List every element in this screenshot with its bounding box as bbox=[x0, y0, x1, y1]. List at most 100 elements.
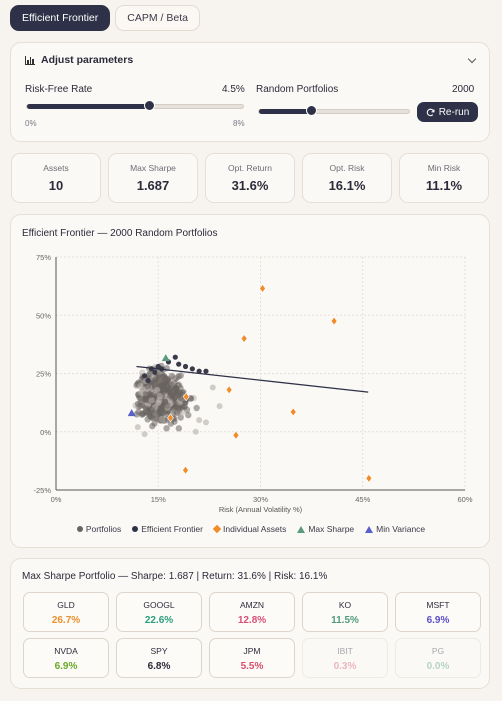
random-portfolios-slider-fill bbox=[259, 109, 313, 114]
weight-percent: 12.8% bbox=[237, 615, 267, 626]
efficient-frontier-chart-card: Efficient Frontier — 2000 Random Portfol… bbox=[10, 214, 490, 548]
legend-efficient-frontier[interactable]: Efficient Frontier bbox=[132, 524, 203, 534]
chevron-down-icon[interactable] bbox=[467, 54, 477, 64]
portfolio-point bbox=[156, 409, 163, 417]
weight-ticker: MSFT bbox=[426, 600, 450, 610]
portfolio-point bbox=[151, 378, 158, 385]
asset-point bbox=[232, 430, 240, 440]
legend-label: Max Sharpe bbox=[308, 524, 355, 534]
portfolio-point bbox=[142, 373, 148, 379]
portfolio-point bbox=[192, 428, 199, 435]
weight-card-jpm: JPM 5.5% bbox=[209, 638, 295, 678]
portfolio-point bbox=[193, 404, 200, 412]
random-portfolios-label: Random Portfolios bbox=[256, 84, 339, 95]
chart-legend: Portfolios Efficient Frontier Individual… bbox=[11, 524, 491, 534]
portfolio-point bbox=[162, 375, 170, 382]
stat-label: Assets bbox=[43, 163, 69, 173]
weight-percent: 6.9% bbox=[54, 661, 78, 672]
legend-marker bbox=[297, 525, 306, 533]
weights-grid: GLD 26.7% GOOGL 22.6% AMZN 12.8% KO 11.5% MSFT 6.… bbox=[23, 592, 481, 678]
asset-point bbox=[365, 473, 373, 483]
portfolio-point bbox=[141, 431, 148, 438]
tab-capm-beta[interactable]: CAPM / Beta bbox=[115, 5, 200, 31]
efficient-frontier-line bbox=[136, 365, 369, 393]
stat-value: 11.1% bbox=[425, 178, 463, 193]
portfolio-point bbox=[144, 410, 151, 417]
legend-max-sharpe[interactable]: Max Sharpe bbox=[297, 524, 354, 534]
risk-free-value: 4.5% bbox=[222, 84, 245, 95]
stat-value: 1.687 bbox=[136, 178, 170, 193]
portfolio-point bbox=[175, 425, 183, 432]
random-portfolios-value: 2000 bbox=[452, 84, 475, 95]
legend-portfolios[interactable]: Portfolios bbox=[76, 524, 122, 534]
portfolio-point bbox=[160, 388, 167, 395]
legend-label: Portfolios bbox=[85, 524, 122, 534]
asset-point bbox=[259, 283, 266, 293]
legend-min-variance[interactable]: Min Variance bbox=[365, 524, 425, 534]
weight-percent: 6.8% bbox=[147, 661, 171, 672]
legend-label: Individual Assets bbox=[223, 524, 287, 534]
portfolio-point bbox=[158, 370, 165, 377]
portfolio-point bbox=[209, 384, 216, 391]
portfolio-point bbox=[168, 372, 175, 380]
risk-free-max: 8% bbox=[233, 119, 245, 128]
asset-point bbox=[330, 316, 338, 326]
asset-point bbox=[240, 334, 248, 344]
stat-min-risk: Min Risk 11.1% bbox=[399, 153, 489, 203]
y-tick-label: 25% bbox=[36, 370, 51, 379]
risk-free-slider-handle[interactable] bbox=[143, 100, 155, 111]
y-tick-label: 50% bbox=[36, 311, 51, 320]
stat-label: Opt. Risk bbox=[329, 163, 365, 173]
weight-ticker: SPY bbox=[150, 646, 168, 656]
portfolio-point bbox=[196, 417, 203, 424]
portfolio-point bbox=[148, 414, 155, 421]
parameters-header[interactable]: Adjust parameters bbox=[25, 54, 133, 66]
refresh-icon bbox=[426, 108, 435, 116]
weight-card-pg: PG 0.0% bbox=[395, 638, 481, 678]
random-portfolios-slider[interactable] bbox=[258, 105, 410, 116]
rerun-button[interactable]: Re-run bbox=[417, 102, 478, 122]
weight-percent: 0.0% bbox=[426, 661, 450, 672]
portfolio-point bbox=[177, 414, 184, 421]
risk-free-slider-fill bbox=[27, 104, 150, 109]
legend-marker bbox=[212, 524, 222, 534]
stats-row: Assets 10 Max Sharpe 1.687 Opt. Return 31.6… bbox=[11, 153, 491, 203]
weight-ticker: KO bbox=[338, 600, 352, 610]
portfolio-point bbox=[189, 366, 195, 372]
portfolio-point bbox=[176, 361, 182, 367]
x-tick-label: 45% bbox=[355, 495, 370, 504]
rerun-label: Re-run bbox=[438, 106, 470, 118]
portfolio-point bbox=[158, 415, 165, 423]
x-axis-label: Risk (Annual Volatility %) bbox=[219, 505, 303, 514]
chart-title: Efficient Frontier — 2000 Random Portfol… bbox=[22, 228, 218, 239]
stat-value: 16.1% bbox=[328, 178, 366, 193]
risk-free-label: Risk-Free Rate bbox=[25, 84, 93, 95]
tab-efficient-frontier[interactable]: Efficient Frontier bbox=[10, 5, 111, 31]
portfolio-point bbox=[163, 425, 170, 432]
efficient-frontier-chart: 75%50%25%0%-25%0% 15% 30% 45% 60%Risk (Annua… bbox=[33, 253, 472, 514]
parameters-title: Adjust parameters bbox=[41, 54, 134, 66]
portfolio-point bbox=[196, 368, 202, 374]
risk-free-slider[interactable] bbox=[26, 100, 244, 111]
weight-card-spy: SPY 6.8% bbox=[116, 638, 202, 678]
legend-individual-assets[interactable]: Individual Assets bbox=[212, 524, 287, 534]
stat-value: 31.6% bbox=[231, 178, 269, 193]
x-tick-label: 60% bbox=[457, 495, 472, 504]
portfolio-point bbox=[156, 396, 163, 404]
portfolio-point bbox=[216, 403, 223, 410]
portfolio-point bbox=[134, 400, 142, 408]
legend-label: Min Variance bbox=[376, 524, 426, 534]
portfolio-point bbox=[180, 403, 188, 411]
asset-point bbox=[225, 385, 233, 395]
legend-marker bbox=[76, 526, 83, 532]
y-tick-label: 0% bbox=[40, 428, 51, 437]
stat-opt-risk: Opt. Risk 16.1% bbox=[302, 153, 392, 203]
portfolio-point bbox=[134, 424, 141, 431]
portfolio-point bbox=[167, 392, 174, 400]
weight-percent: 0.3% bbox=[333, 661, 357, 672]
weight-card-ko: KO 11.5% bbox=[302, 592, 388, 632]
weight-ticker: GOOGL bbox=[143, 600, 175, 610]
portfolio-point bbox=[147, 391, 154, 399]
weight-card-ibit: IBIT 0.3% bbox=[302, 638, 388, 678]
random-portfolios-slider-handle[interactable] bbox=[306, 105, 318, 116]
